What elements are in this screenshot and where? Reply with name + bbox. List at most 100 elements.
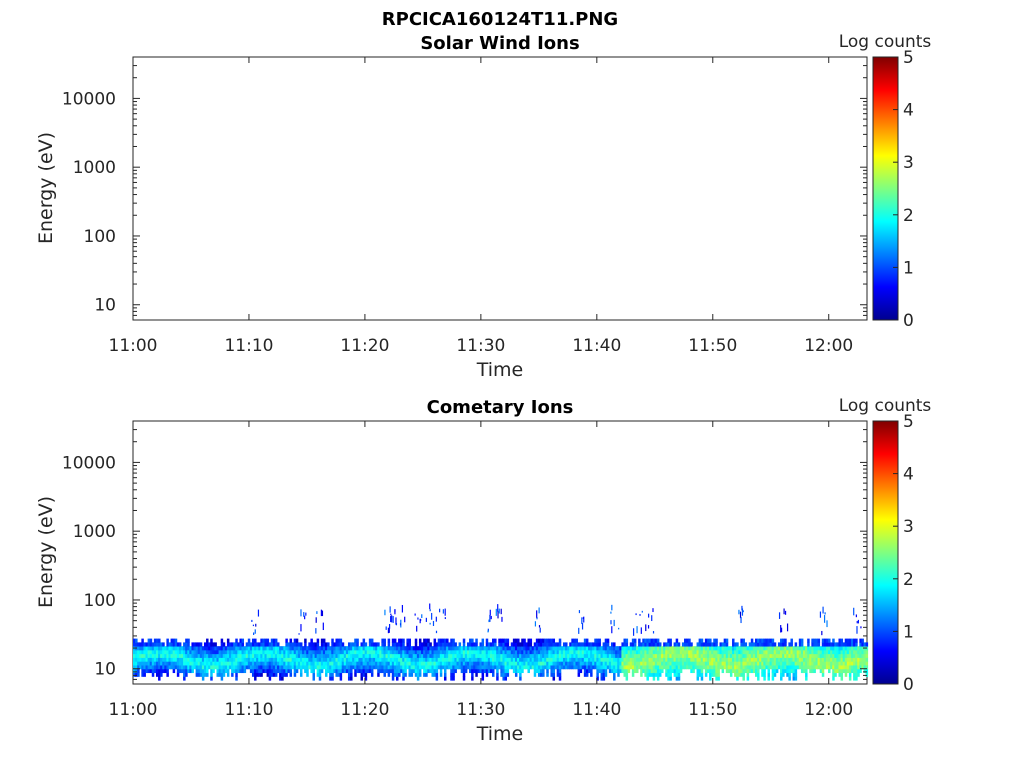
spectrogram-cell <box>473 642 476 647</box>
spectrogram-cell <box>642 642 645 647</box>
spectrogram-cell <box>638 657 641 662</box>
spectrogram-cell <box>304 649 307 655</box>
spectrogram-cell <box>427 668 430 674</box>
spectrogram-event <box>610 611 612 614</box>
spectrogram-cell <box>521 638 524 643</box>
spectrogram-cell <box>404 657 407 662</box>
spectrogram-cell <box>393 649 397 655</box>
spectrogram-cell <box>646 642 649 647</box>
spectrogram-cell <box>389 661 393 666</box>
spectrogram-cell <box>496 676 499 681</box>
spectrogram-cell <box>481 646 485 651</box>
spectrogram-cell <box>621 649 624 655</box>
spectrogram-cell <box>408 657 411 662</box>
spectrogram-cell <box>498 649 501 655</box>
spectrogram-cell <box>189 668 192 674</box>
spectrogram-cell <box>558 668 562 674</box>
spectrogram-cell <box>848 668 852 674</box>
spectrogram-cell <box>197 672 201 677</box>
spectrogram-cell <box>489 642 493 647</box>
spectrogram-cell <box>185 665 188 670</box>
spectrogram-cell <box>366 657 370 662</box>
spectrogram-cell <box>588 646 591 651</box>
spectrogram-cell <box>769 646 773 651</box>
spectrogram-cell <box>316 672 320 677</box>
spectrogram-cell <box>848 653 852 658</box>
spectrogram-cell <box>848 649 852 655</box>
spectrogram-event <box>388 628 390 633</box>
spectrogram-cell <box>654 649 658 655</box>
spectrogram-cell <box>771 668 775 674</box>
spectrogram-cell <box>210 672 213 677</box>
spectrogram-cell <box>423 642 426 647</box>
spectrogram-cell <box>740 638 743 643</box>
x-tick-label: 11:30 <box>456 700 505 720</box>
spectrogram-cell <box>675 676 679 681</box>
spectrogram-cell <box>780 638 783 643</box>
spectrogram-cell <box>746 646 750 651</box>
spectrogram-cell <box>203 642 207 647</box>
spectrogram-cell <box>782 668 785 674</box>
spectrogram-cell <box>398 661 401 666</box>
spectrogram-cell <box>481 649 485 655</box>
spectrogram-cell <box>535 638 539 643</box>
spectrogram-cell <box>145 642 149 647</box>
spectrogram-cell <box>732 642 735 647</box>
spectrogram-cell <box>241 653 245 658</box>
spectrogram-cell <box>780 661 783 666</box>
spectrogram-cell <box>646 672 649 677</box>
spectrogram-cell <box>775 653 779 658</box>
spectrogram-event <box>821 630 823 636</box>
spectrogram-cell <box>254 646 257 651</box>
spectrogram-cell <box>479 646 482 651</box>
spectrogram-cell <box>433 638 437 643</box>
spectrogram-cell <box>771 642 775 647</box>
spectrogram-cell <box>825 642 829 647</box>
spectrogram-cell <box>218 649 222 655</box>
spectrogram-cell <box>187 642 190 647</box>
spectrogram-cell <box>713 661 716 666</box>
spectrogram-cell <box>153 649 157 655</box>
spectrogram-cell <box>135 661 138 666</box>
spectrogram-cell <box>579 646 583 651</box>
spectrogram-cell <box>143 649 146 655</box>
spectrogram-cell <box>625 668 629 674</box>
spectrogram-cell <box>514 657 518 662</box>
spectrogram-cell <box>819 668 823 674</box>
spectrogram-cell <box>673 661 677 666</box>
spectrogram-cell <box>834 649 837 655</box>
spectrogram-cell <box>210 649 213 655</box>
spectrogram-cell <box>406 653 409 658</box>
spectrogram-cell <box>494 646 497 651</box>
spectrogram-cell <box>494 642 497 647</box>
spectrogram-cell <box>381 657 384 662</box>
spectrogram-cell <box>416 672 420 677</box>
spectrogram-cell <box>178 653 182 658</box>
spectrogram-cell <box>667 668 670 674</box>
spectrogram-cell <box>158 638 161 643</box>
spectrogram-cell <box>178 665 182 670</box>
spectrogram-cell <box>483 646 487 651</box>
spectrogram-cell <box>333 642 336 647</box>
spectrogram-cell <box>663 642 666 647</box>
spectrogram-cell <box>295 661 299 666</box>
spectrogram-cell <box>775 649 779 655</box>
spectrogram-cell <box>617 657 620 662</box>
spectrogram-cell <box>239 638 242 643</box>
spectrogram-cell <box>462 649 466 655</box>
spectrogram-cell <box>185 672 188 677</box>
spectrogram-cell <box>231 665 234 670</box>
spectrogram-cell <box>141 672 144 677</box>
spectrogram-cell <box>752 649 756 655</box>
spectrogram-cell <box>268 668 272 674</box>
spectrogram-cell <box>137 661 140 666</box>
spectrogram-cell <box>671 649 674 655</box>
spectrogram-cell <box>855 638 858 643</box>
spectrogram-cell <box>427 653 430 658</box>
spectrogram-cell <box>782 665 785 670</box>
spectrogram-cell <box>740 672 743 677</box>
spectrogram-cell <box>260 646 263 651</box>
spectrogram-cell <box>535 653 539 658</box>
spectrogram-cell <box>458 657 462 662</box>
spectrogram-event <box>538 607 540 614</box>
